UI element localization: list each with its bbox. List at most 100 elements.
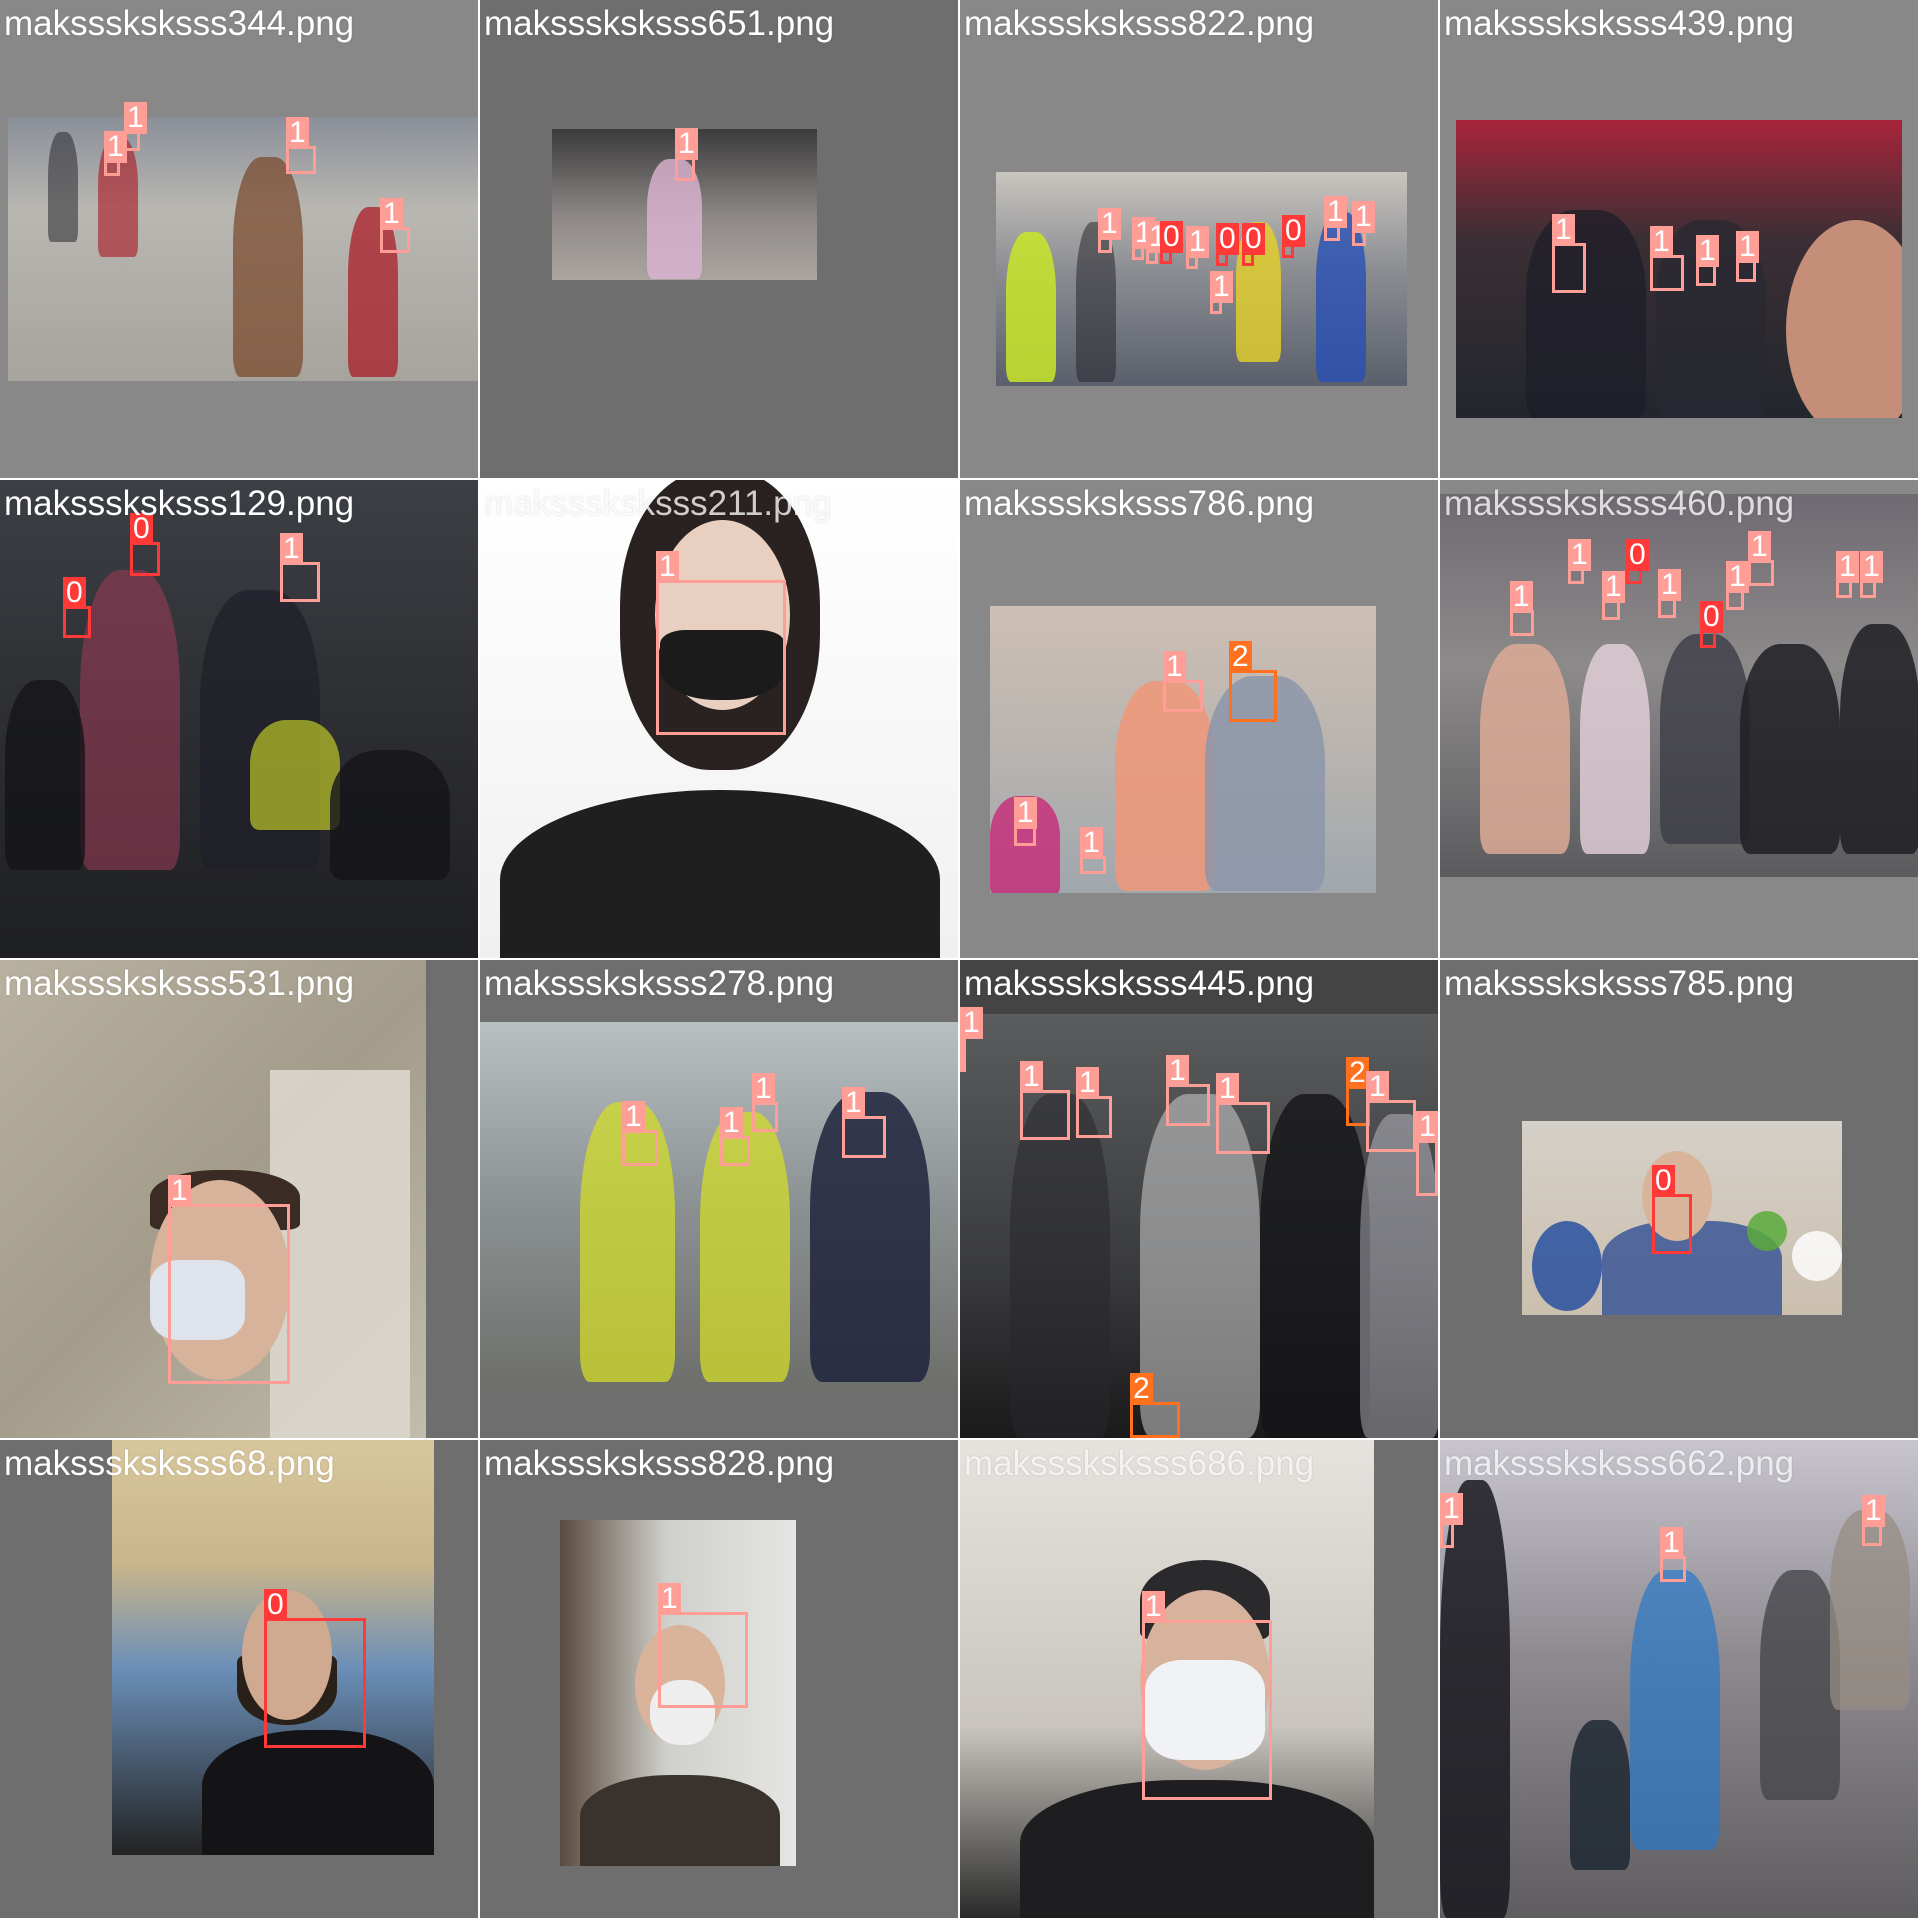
class-label: 1 [1440,1493,1463,1525]
detection-box: 1 [656,551,786,735]
tile-344: maksssksksss344.png 1 1 1 1 [0,0,478,478]
class-label: 1 [675,128,698,160]
photo [8,117,478,381]
detection-box: 1 [1440,1493,1463,1548]
detection-box: 1 [675,128,698,181]
tile-686: maksssksksss686.png 1 [960,1440,1438,1918]
class-label: 1 [1860,551,1883,583]
detection-box: 1 [842,1087,886,1158]
class-label: 1 [1014,797,1037,829]
filename: maksssksksss785.png [1444,964,1795,1003]
class-label: 1 [1186,226,1209,258]
detection-box: 1 [960,1007,983,1072]
detection-box: 1 [280,533,320,602]
detection-box: 1 [286,117,316,174]
class-label: 0 [63,577,86,609]
class-label: 1 [1736,231,1759,263]
class-label: 0 [130,513,153,545]
detection-box: 1 [1216,1073,1270,1154]
class-label: 1 [1660,1527,1683,1559]
class-label: 2 [1130,1373,1153,1405]
class-label: 1 [124,102,147,134]
detection-box: 1 [380,198,410,253]
detection-box: 1 [1210,271,1233,314]
detection-box: 0 [264,1589,366,1748]
detection-box: 1 [1860,551,1883,598]
class-label: 0 [1282,215,1305,247]
tile-662: maksssksksss662.png 1 1 1 [1440,1440,1918,1918]
class-label: 1 [1216,1073,1239,1105]
class-label: 1 [1726,561,1749,593]
detection-box: 0 [1626,539,1649,584]
filename: maksssksksss531.png [4,964,355,1003]
detection-box: 1 [1416,1111,1438,1196]
class-label: 1 [622,1101,645,1133]
detection-box: 1 [1650,226,1684,291]
class-label: 1 [1324,196,1347,228]
detection-box: 1 [1658,569,1681,618]
class-label: 1 [1552,214,1575,246]
detection-box: 1 [1166,1055,1210,1126]
detection-box: 2 [1130,1373,1180,1438]
detection-box: 1 [1020,1061,1070,1140]
class-label: 0 [1160,221,1183,253]
detection-box: 1 [1836,551,1859,598]
detection-box: 1 [720,1107,750,1166]
tile-460: maksssksksss460.png 1 1 0 1 1 0 1 1 1 1 [1440,480,1918,958]
class-label: 1 [1076,1067,1099,1099]
filename: maksssksksss828.png [484,1444,835,1483]
detection-box: 1 [1014,797,1037,846]
detection-box: 1 [1510,581,1534,636]
filename: maksssksksss445.png [964,964,1315,1003]
class-label: 1 [658,1583,681,1615]
photo [480,480,958,958]
detection-box: 1 [1132,217,1155,260]
filename: maksssksksss211.png [484,484,832,523]
detection-box: 1 [1146,221,1169,264]
tile-531: maksssksksss531.png 1 [0,960,478,1438]
detection-box: 1 [104,131,127,176]
class-label: 0 [1242,223,1265,255]
class-label: 1 [286,117,309,149]
filename: maksssksksss651.png [484,4,835,43]
photo [1456,120,1902,418]
class-label: 1 [1080,827,1103,859]
class-label: 1 [842,1087,865,1119]
detection-box: 1 [1352,201,1375,246]
detection-box: 0 [1700,601,1723,648]
detection-box: 1 [658,1583,748,1708]
photo [990,606,1376,893]
photo [960,1440,1374,1918]
class-label: 1 [280,533,303,565]
photo [480,1022,958,1392]
filename: maksssksksss686.png [964,1444,1315,1483]
tile-439: maksssksksss439.png 1 1 1 1 [1440,0,1918,478]
class-label: 0 [264,1589,287,1621]
class-label: 1 [380,198,403,230]
detection-box: 1 [168,1175,290,1384]
detection-box: 0 [63,577,91,638]
tile-786: maksssksksss786.png 1 2 1 1 [960,480,1438,958]
detection-box: 1 [1098,208,1121,253]
class-label: 1 [1352,201,1375,233]
filename: maksssksksss460.png [1444,484,1795,523]
detection-box: 0 [1282,215,1305,258]
filename: maksssksksss662.png [1444,1444,1795,1483]
tile-129: maksssksksss129.png 0 1 0 [0,480,478,958]
detection-box: 2 [1229,641,1277,722]
class-label: 1 [1142,1591,1165,1623]
detection-box: 0 [1242,223,1265,266]
filename: maksssksksss68.png [4,1444,335,1483]
class-label: 2 [1346,1057,1369,1089]
detection-box: 1 [752,1073,778,1132]
tile-828: maksssksksss828.png 1 [480,1440,958,1918]
class-label: 1 [720,1107,743,1139]
filename: maksssksksss439.png [1444,4,1795,43]
photo [560,1520,796,1866]
photo [112,1440,434,1855]
class-label: 0 [1700,601,1723,633]
filename: maksssksksss786.png [964,484,1315,523]
class-label: 1 [1650,226,1673,258]
tile-211: maksssksksss211.png 1 [480,480,958,958]
detection-box: 1 [1726,561,1749,610]
